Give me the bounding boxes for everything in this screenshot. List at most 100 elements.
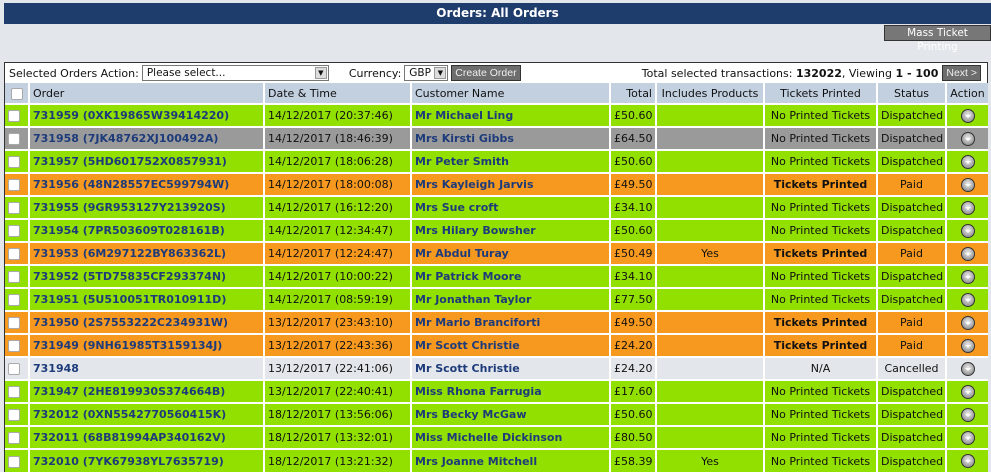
- row-checkbox[interactable]: [8, 294, 20, 306]
- column-tickets-printed[interactable]: Tickets Printed: [763, 83, 877, 104]
- column-status[interactable]: Status: [876, 83, 946, 104]
- row-checkbox[interactable]: [8, 455, 20, 468]
- customer-name[interactable]: Mr Michael Ling: [410, 103, 610, 127]
- row-checkbox[interactable]: [8, 409, 20, 421]
- action-dropdown-icon[interactable]: [960, 407, 975, 422]
- mass-ticket-printing-button[interactable]: Mass Ticket Printing: [884, 25, 991, 53]
- customer-name[interactable]: Mr Jonathan Taylor: [410, 287, 610, 311]
- order-status: Dispatched: [876, 264, 946, 288]
- customer-name[interactable]: Mr Abdul Turay: [410, 241, 610, 265]
- order-link[interactable]: 732010 (7YK67938YL7635719): [28, 448, 264, 472]
- customer-name[interactable]: Mr Mario Branciforti: [410, 310, 610, 334]
- customer-name[interactable]: Mr Peter Smith: [410, 149, 610, 173]
- order-link[interactable]: 732011 (68B81994AP340162V): [28, 425, 264, 449]
- action-dropdown-icon[interactable]: [960, 223, 975, 238]
- action-dropdown-icon[interactable]: [960, 430, 975, 445]
- customer-name[interactable]: Mrs Becky McGaw: [410, 402, 610, 426]
- tickets-printed: No Printed Tickets: [763, 218, 877, 242]
- includes-products: Yes: [655, 241, 764, 265]
- row-checkbox[interactable]: [8, 202, 20, 214]
- order-total: £49.50: [609, 310, 656, 334]
- checkbox-cell: [5, 218, 29, 242]
- order-status: Paid: [876, 241, 946, 265]
- includes-products: [655, 402, 764, 426]
- action-cell: [945, 356, 988, 380]
- customer-name[interactable]: Mr Scott Christie: [410, 333, 610, 357]
- order-link[interactable]: 731948: [28, 356, 264, 380]
- viewing-label: , Viewing: [841, 66, 893, 80]
- order-date: 14/12/2017 (18:00:08): [263, 172, 411, 196]
- row-checkbox[interactable]: [8, 340, 20, 352]
- customer-name[interactable]: Mrs Joanne Mitchell: [410, 448, 610, 472]
- row-checkbox[interactable]: [8, 179, 20, 191]
- checkbox-cell: [5, 356, 29, 380]
- checkbox-cell: [5, 310, 29, 334]
- customer-name[interactable]: Mrs Sue croft: [410, 195, 610, 219]
- row-checkbox[interactable]: [8, 271, 20, 283]
- order-link[interactable]: 732012 (0XN5542770560415K): [28, 402, 264, 426]
- row-checkbox[interactable]: [8, 248, 20, 260]
- order-status: Dispatched: [876, 149, 946, 173]
- order-link[interactable]: 731953 (6M297122BY863362L): [28, 241, 264, 265]
- action-dropdown-icon[interactable]: [960, 131, 975, 146]
- table-row: 732012 (0XN5542770560415K) 18/12/2017 (13…: [5, 402, 988, 426]
- action-dropdown-icon[interactable]: [960, 384, 975, 399]
- action-dropdown-icon[interactable]: [960, 292, 975, 307]
- action-dropdown-icon[interactable]: [960, 361, 975, 376]
- action-dropdown-icon[interactable]: [960, 200, 975, 215]
- customer-name[interactable]: Mr Patrick Moore: [410, 264, 610, 288]
- column-order[interactable]: Order: [28, 83, 264, 104]
- orders-toolbar: Selected Orders Action: Please select...…: [5, 63, 987, 83]
- row-checkbox[interactable]: [8, 317, 20, 329]
- create-order-button[interactable]: Create Order: [451, 65, 521, 81]
- action-dropdown-icon[interactable]: [960, 454, 975, 468]
- row-checkbox[interactable]: [8, 432, 20, 444]
- action-dropdown-icon[interactable]: [960, 315, 975, 330]
- row-checkbox[interactable]: [8, 110, 20, 122]
- order-link[interactable]: 731959 (0XK19865W39414220): [28, 103, 264, 127]
- row-checkbox[interactable]: [8, 386, 20, 398]
- table-row: 731952 (5TD75835CF293374N) 14/12/2017 (10…: [5, 264, 988, 288]
- action-dropdown-icon[interactable]: [960, 177, 975, 192]
- column-date[interactable]: Date & Time: [263, 83, 411, 104]
- customer-name[interactable]: Miss Michelle Dickinson: [410, 425, 610, 449]
- order-link[interactable]: 731952 (5TD75835CF293374N): [28, 264, 264, 288]
- order-total: £50.60: [609, 103, 656, 127]
- order-link[interactable]: 731947 (2HE819930S374664B): [28, 379, 264, 403]
- order-link[interactable]: 731954 (7PR503609T028161B): [28, 218, 264, 242]
- column-total[interactable]: Total: [609, 83, 656, 104]
- action-dropdown-icon[interactable]: [960, 246, 975, 261]
- row-checkbox[interactable]: [8, 156, 20, 168]
- row-checkbox[interactable]: [8, 225, 20, 237]
- transactions-summary: Total selected transactions: 132022, Vie…: [642, 67, 939, 80]
- row-checkbox[interactable]: [8, 133, 20, 145]
- customer-name[interactable]: Mrs Hilary Bowsher: [410, 218, 610, 242]
- customer-name[interactable]: Mrs Kirsti Gibbs: [410, 126, 610, 150]
- select-all-checkbox[interactable]: [10, 87, 23, 100]
- order-link[interactable]: 731958 (7JK48762XJ100492A): [28, 126, 264, 150]
- order-total: £34.10: [609, 264, 656, 288]
- action-dropdown-icon[interactable]: [960, 269, 975, 284]
- customer-name[interactable]: Mrs Kayleigh Jarvis: [410, 172, 610, 196]
- order-link[interactable]: 731956 (48N28557EC599794W): [28, 172, 264, 196]
- row-checkbox[interactable]: [8, 363, 20, 375]
- customer-name[interactable]: Miss Rhona Farrugia: [410, 379, 610, 403]
- currency-select[interactable]: GBP ▼: [404, 65, 449, 81]
- order-date: 14/12/2017 (08:59:19): [263, 287, 411, 311]
- column-customer[interactable]: Customer Name: [410, 83, 610, 104]
- table-row: 731959 (0XK19865W39414220) 14/12/2017 (20…: [5, 103, 988, 127]
- action-label: Selected Orders Action:: [9, 66, 139, 80]
- order-link[interactable]: 731950 (2S7553222C234931W): [28, 310, 264, 334]
- order-link[interactable]: 731951 (5U510051TR010911D): [28, 287, 264, 311]
- column-includes-products[interactable]: Includes Products: [655, 83, 764, 104]
- order-link[interactable]: 731957 (5HD601752X0857931): [28, 149, 264, 173]
- order-link[interactable]: 731949 (9NH61985T3159134J): [28, 333, 264, 357]
- customer-name[interactable]: Mr Scott Christie: [410, 356, 610, 380]
- action-select[interactable]: Please select... ▼: [141, 65, 329, 81]
- table-row: 732010 (7YK67938YL7635719) 18/12/2017 (13…: [5, 448, 988, 472]
- action-dropdown-icon[interactable]: [960, 154, 975, 169]
- next-page-button[interactable]: Next >: [942, 65, 981, 81]
- order-link[interactable]: 731955 (9GR953127Y213920S): [28, 195, 264, 219]
- action-dropdown-icon[interactable]: [960, 108, 975, 123]
- action-dropdown-icon[interactable]: [960, 338, 975, 353]
